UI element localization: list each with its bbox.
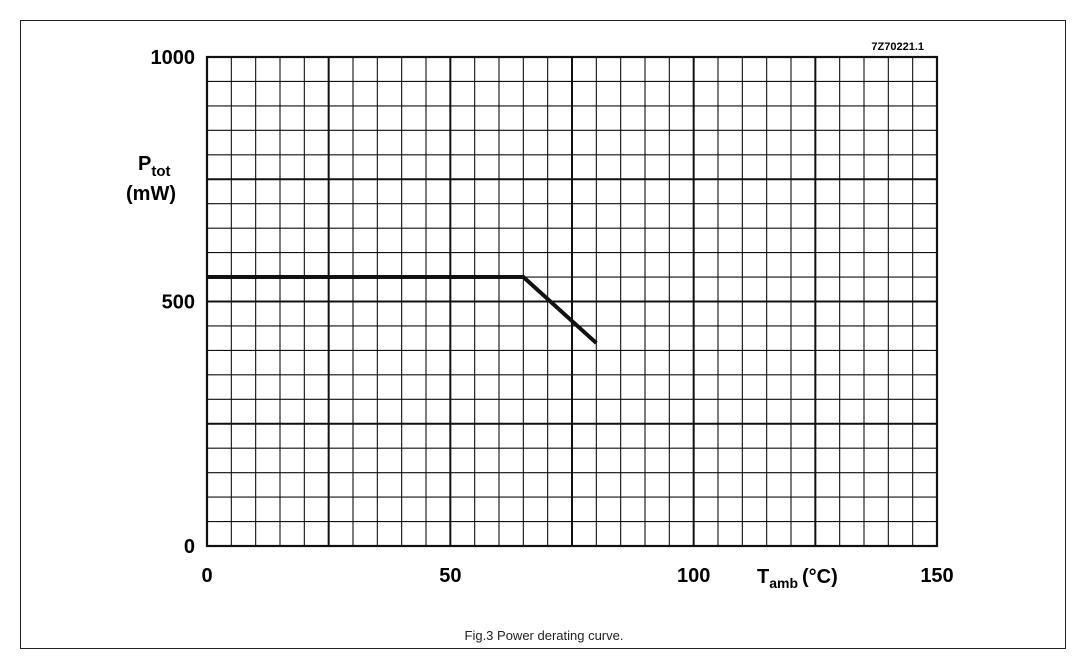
y-axis-label: Ptot [138,153,171,180]
y-tick-label: 500 [162,292,195,314]
figure-caption: Fig.3 Power derating curve. [464,628,624,643]
x-tick-label: 50 [439,565,461,587]
plot-border [205,55,939,548]
x-axis-label: Tamb (°C) [757,566,838,591]
y-axis-unit: (mW) [126,183,176,205]
y-tick-label: 0 [184,536,195,558]
tick-labels: 0 50 100 150 0 500 1000 [151,47,954,587]
series-line-ptot [207,275,598,345]
x-axis-symbol: T [757,566,769,588]
x-tick-label: 100 [677,565,710,587]
x-tick-label: 150 [920,565,953,587]
figure-code: 7Z70221.1 [871,41,924,53]
x-axis-unit: (°C) [802,566,838,588]
y-axis-subscript: tot [151,163,170,180]
x-axis-subscript: amb [769,575,798,591]
grid [207,57,937,546]
figure-frame [20,20,1066,649]
y-axis-symbol: P [138,153,151,175]
y-tick-label: 1000 [151,47,196,69]
x-tick-label: 0 [201,565,212,587]
